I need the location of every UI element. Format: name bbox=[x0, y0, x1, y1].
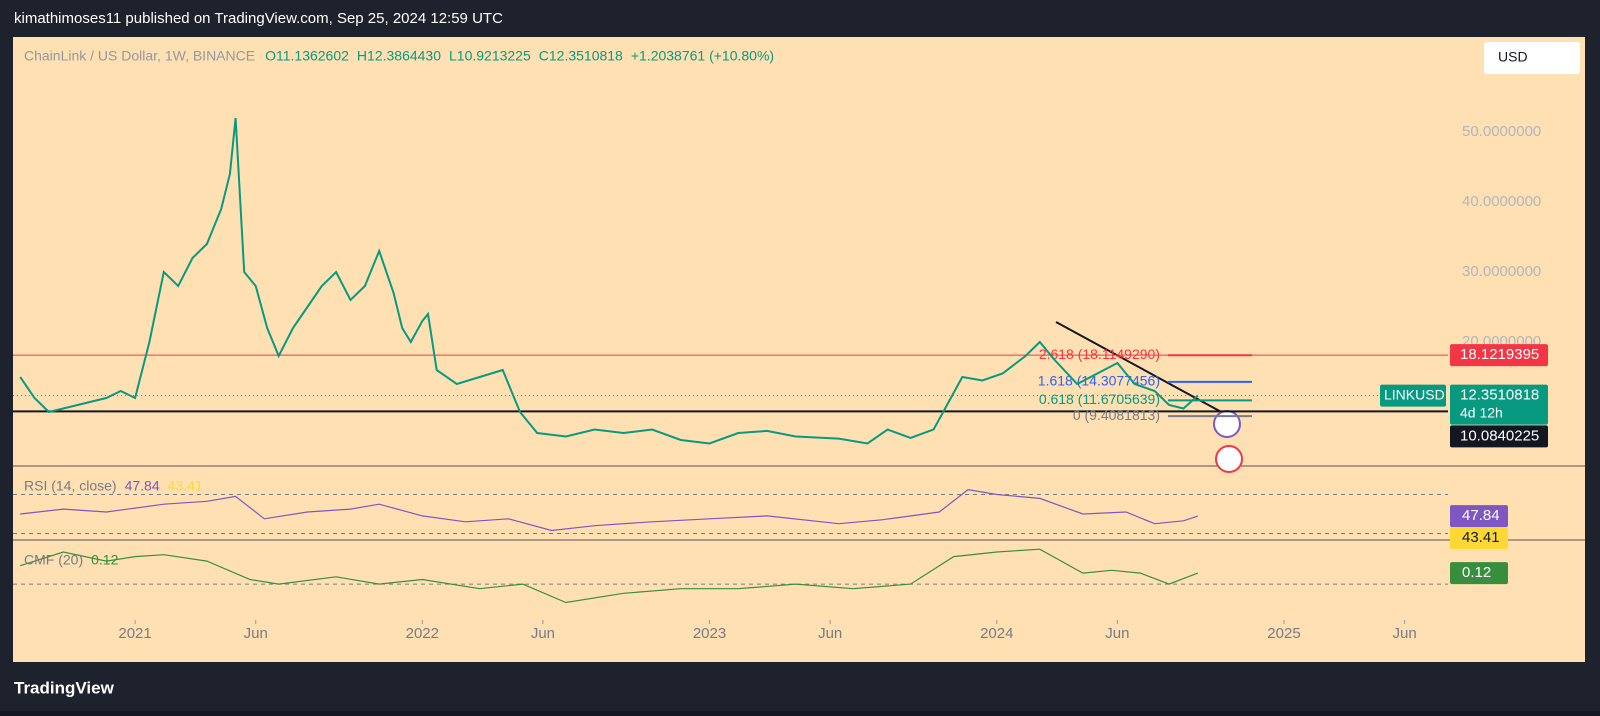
series-line bbox=[19, 117, 1199, 445]
currency-button[interactable] bbox=[1484, 42, 1580, 74]
symbol-bg bbox=[1380, 384, 1446, 407]
ohlc-open: O11.1362602 bbox=[265, 48, 349, 64]
indicator-value-bg bbox=[1450, 505, 1508, 528]
series-line bbox=[20, 488, 1198, 532]
event-icon[interactable] bbox=[1215, 445, 1243, 473]
x-tick-label: Jun bbox=[244, 625, 268, 642]
indicator-axis-value: 47.84 bbox=[1462, 507, 1500, 524]
x-tick-label: Jun bbox=[1105, 625, 1129, 642]
ohlc-close: C12.3510818 bbox=[539, 48, 623, 64]
y-tick-label: 50.0000000 bbox=[1462, 123, 1541, 140]
x-tick-label: Jun bbox=[1393, 625, 1417, 642]
indicator-value: 0.12 bbox=[91, 552, 118, 568]
symbol: ChainLink / US Dollar, 1W, BINANCE bbox=[24, 48, 255, 64]
indicator-title: RSI (14, close) bbox=[24, 478, 117, 494]
x-tick-label: Jun bbox=[818, 625, 842, 642]
x-tick-label: 2025 bbox=[1267, 625, 1300, 642]
trend-line bbox=[1055, 321, 1226, 415]
last-price: 12.3510818 bbox=[1460, 387, 1539, 404]
x-tick-label: 2024 bbox=[980, 625, 1013, 642]
indicator-axis-ma: 43.41 bbox=[1462, 529, 1500, 546]
price-label-bg bbox=[1450, 425, 1548, 448]
x-tick-label: Jun bbox=[531, 625, 555, 642]
indicator-ma: 43.41 bbox=[168, 478, 203, 494]
symbol-label: LINKUSD bbox=[1384, 386, 1445, 402]
indicator-axis-value: 0.12 bbox=[1462, 564, 1491, 581]
price-label-bg bbox=[1450, 344, 1548, 367]
ohlc-low: L10.9213225 bbox=[449, 48, 531, 64]
last-price-bg bbox=[1450, 384, 1548, 425]
x-tick-label: 2023 bbox=[693, 625, 726, 642]
fib-label: 0 (9.4081813) bbox=[1073, 407, 1160, 423]
x-tick-label: 2021 bbox=[118, 625, 151, 642]
indicator-value: 47.84 bbox=[125, 478, 160, 494]
y-tick-label: 40.0000000 bbox=[1462, 193, 1541, 210]
countdown: 4d 12h bbox=[1460, 404, 1503, 420]
event-icon[interactable] bbox=[1213, 410, 1241, 438]
chart-panel bbox=[13, 37, 1585, 662]
ohlc-high: H12.3864430 bbox=[357, 48, 441, 64]
price-label: 18.1219395 bbox=[1460, 346, 1539, 363]
ohlc-change: +1.2038761 (+10.80%) bbox=[631, 48, 774, 64]
fib-label: 0.618 (11.6705639) bbox=[1039, 391, 1160, 407]
indicator-value-bg bbox=[1450, 562, 1508, 585]
y-tick-label: 30.0000000 bbox=[1462, 263, 1541, 280]
indicator-ma-bg bbox=[1450, 527, 1508, 550]
indicator-title: CMF (20) bbox=[24, 552, 83, 568]
header-text: kimathimoses11 published on TradingView.… bbox=[14, 10, 503, 27]
footer-brand: TradingView bbox=[14, 678, 115, 697]
series-line bbox=[20, 548, 1199, 604]
price-label: 10.0840225 bbox=[1460, 427, 1539, 444]
fib-label: 2.618 (18.1149290) bbox=[1039, 346, 1160, 362]
x-tick-label: 2022 bbox=[406, 625, 439, 642]
legend: ChainLink / US Dollar, 1W, BINANCE bbox=[24, 48, 255, 64]
currency[interactable]: USD bbox=[1498, 49, 1528, 65]
